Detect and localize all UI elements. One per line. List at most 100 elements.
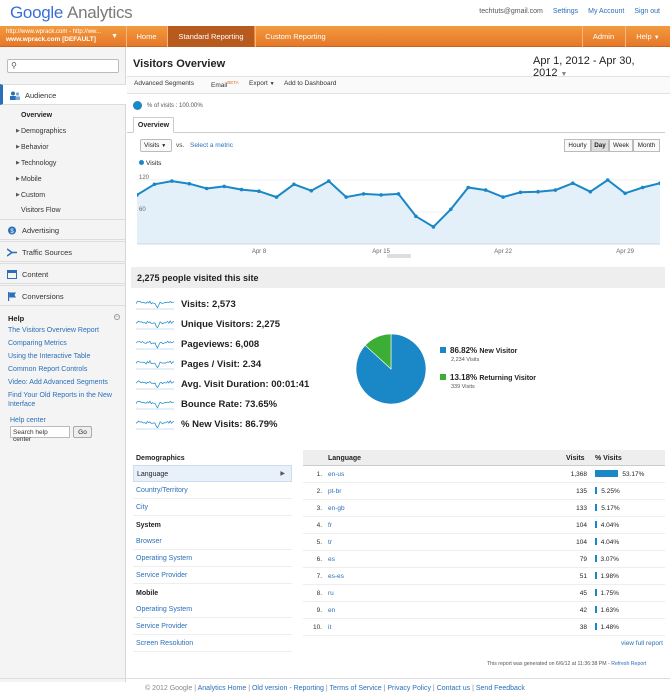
table-row[interactable]: 1. en-us 1,368 53.17% [303, 466, 665, 483]
col-pct-visits[interactable]: % Visits [595, 455, 622, 462]
chart-scroll-handle[interactable] [387, 254, 411, 258]
visits-chart[interactable]: 120 60 Apr 8 Apr 15 Apr 22 Apr 29 [137, 168, 660, 258]
demo-link-language[interactable]: Language ▶ [133, 465, 292, 482]
language-link[interactable]: it [328, 624, 332, 631]
my-account-link[interactable]: My Account [588, 8, 625, 15]
nav-custom-reporting[interactable]: Custom Reporting [255, 26, 335, 47]
visits-point[interactable] [449, 207, 453, 212]
system-link-browser[interactable]: Browser [133, 533, 292, 550]
help-link[interactable]: Using the Interactive Table [8, 353, 91, 360]
footer-link[interactable]: Analytics Home [197, 685, 247, 692]
visits-point[interactable] [292, 182, 296, 187]
report-search-input[interactable]: ⚲ [7, 59, 119, 73]
select-metric-link[interactable]: Select a metric [190, 142, 233, 149]
view-full-report-link[interactable]: view full report [621, 640, 663, 647]
visits-point[interactable] [588, 189, 593, 194]
add-to-dashboard-button[interactable]: Add to Dashboard [284, 80, 337, 87]
pie-slice-returning[interactable] [364, 333, 392, 370]
language-link[interactable]: fr [328, 522, 332, 529]
sidebar-item-advertising[interactable]: $ Advertising [0, 219, 126, 240]
sidebar-item-traffic-sources[interactable]: Traffic Sources [0, 241, 126, 262]
visits-point[interactable] [379, 193, 383, 197]
visits-point[interactable] [658, 181, 660, 185]
day-button[interactable]: Day [591, 139, 609, 152]
mobile-link-provider[interactable]: Service Provider [133, 618, 292, 635]
nav-standard-reporting[interactable]: Standard Reporting [167, 26, 254, 47]
visits-point[interactable] [344, 195, 348, 199]
language-link[interactable]: en-us [328, 471, 345, 478]
visits-point[interactable] [204, 186, 209, 191]
visits-point[interactable] [518, 190, 523, 195]
footer-link[interactable]: Send Feedback [475, 685, 525, 692]
nav-help[interactable]: Help ▼ [625, 26, 670, 47]
sidebar-item-content[interactable]: Content [0, 263, 126, 284]
system-link-os[interactable]: Operating System [133, 550, 292, 567]
help-link[interactable]: Video: Add Advanced Segments [8, 379, 108, 386]
footer-link[interactable]: Old version - Reporting [251, 685, 324, 692]
language-link[interactable]: es [328, 556, 335, 563]
email-button[interactable]: EmailBETA [211, 80, 239, 89]
visits-point[interactable] [466, 185, 471, 190]
month-button[interactable]: Month [633, 139, 660, 152]
col-language[interactable]: Language [328, 455, 362, 462]
visits-point[interactable] [137, 193, 139, 197]
demo-link-city[interactable]: City [133, 499, 292, 516]
visits-point[interactable] [152, 182, 157, 187]
table-row[interactable]: 4. fr 104 4.04% [303, 517, 665, 534]
visits-point[interactable] [571, 181, 575, 185]
table-row[interactable]: 2. pt-br 135 5.25% [303, 483, 665, 500]
sign-out-link[interactable]: Sign out [634, 8, 660, 15]
google-analytics-logo[interactable]: Google Analytics [10, 3, 133, 23]
visits-point[interactable] [309, 188, 314, 193]
visits-point[interactable] [274, 195, 279, 199]
sidebar-subitem-visitors-flow[interactable]: Visitors Flow [21, 207, 61, 214]
refresh-report-link[interactable]: Refresh Report [611, 661, 647, 667]
sidebar-subitem-mobile[interactable]: ▶ Mobile [16, 176, 42, 183]
export-button[interactable]: Export ▼ [249, 80, 275, 87]
table-row[interactable]: 8. ru 45 1.75% [303, 585, 665, 602]
tab-overview[interactable]: Overview [133, 117, 174, 133]
sidebar-item-conversions[interactable]: Conversions [0, 285, 126, 306]
help-link[interactable]: Comparing Metrics [8, 340, 67, 347]
visits-point[interactable] [640, 185, 645, 190]
help-link[interactable]: Common Report Controls [8, 366, 88, 373]
help-center-link[interactable]: Help center [10, 417, 46, 424]
footer-link[interactable]: Privacy Policy [387, 685, 431, 692]
visits-point[interactable] [483, 188, 488, 192]
table-row[interactable]: 3. en-gb 133 5.17% [303, 500, 665, 517]
help-search-input[interactable]: Search help center [10, 426, 70, 443]
visits-point[interactable] [536, 189, 540, 194]
help-link[interactable]: Find Your Old Reports in the New Interfa… [8, 392, 112, 408]
visits-point[interactable] [623, 191, 627, 196]
footer-link[interactable]: Terms of Service [329, 685, 382, 692]
language-link[interactable]: tr [328, 539, 332, 546]
sidebar-subitem-overview[interactable]: Overview [21, 112, 53, 119]
table-row[interactable]: 7. es-es 51 1.98% [303, 568, 665, 585]
advanced-segments-button[interactable]: Advanced Segments [134, 80, 194, 87]
col-visits[interactable]: Visits [566, 455, 585, 462]
visits-point[interactable] [257, 189, 261, 193]
language-link[interactable]: ru [328, 590, 334, 597]
language-link[interactable]: en-gb [328, 505, 345, 512]
mobile-link-os[interactable]: Operating System [133, 601, 292, 618]
settings-link[interactable]: Settings [552, 8, 579, 15]
help-link[interactable]: The Visitors Overview Report [8, 327, 99, 334]
visitor-type-pie[interactable] [355, 333, 427, 405]
sidebar-subitem-demographics[interactable]: ▶ Demographics [16, 128, 66, 135]
visits-point[interactable] [414, 214, 418, 219]
language-link[interactable]: es-es [328, 573, 344, 580]
visits-point[interactable] [222, 184, 226, 189]
visits-point[interactable] [605, 178, 610, 182]
visits-point[interactable] [553, 188, 558, 192]
system-link-provider[interactable]: Service Provider [133, 567, 292, 584]
table-row[interactable]: 10. it 38 1.48% [303, 619, 665, 636]
table-row[interactable]: 5. tr 104 4.04% [303, 534, 665, 551]
footer-link[interactable]: Contact us [436, 685, 471, 692]
hourly-button[interactable]: Hourly [564, 139, 591, 152]
sidebar-subitem-behavior[interactable]: ▶ Behavior [16, 144, 49, 151]
visits-point[interactable] [239, 187, 244, 192]
sidebar-subitem-custom[interactable]: ▶ Custom [16, 192, 45, 199]
mobile-link-resolution[interactable]: Screen Resolution [133, 635, 292, 652]
demo-link-country[interactable]: Country/Territory [133, 482, 292, 499]
sidebar-subitem-technology[interactable]: ▶ Technology [16, 160, 56, 167]
